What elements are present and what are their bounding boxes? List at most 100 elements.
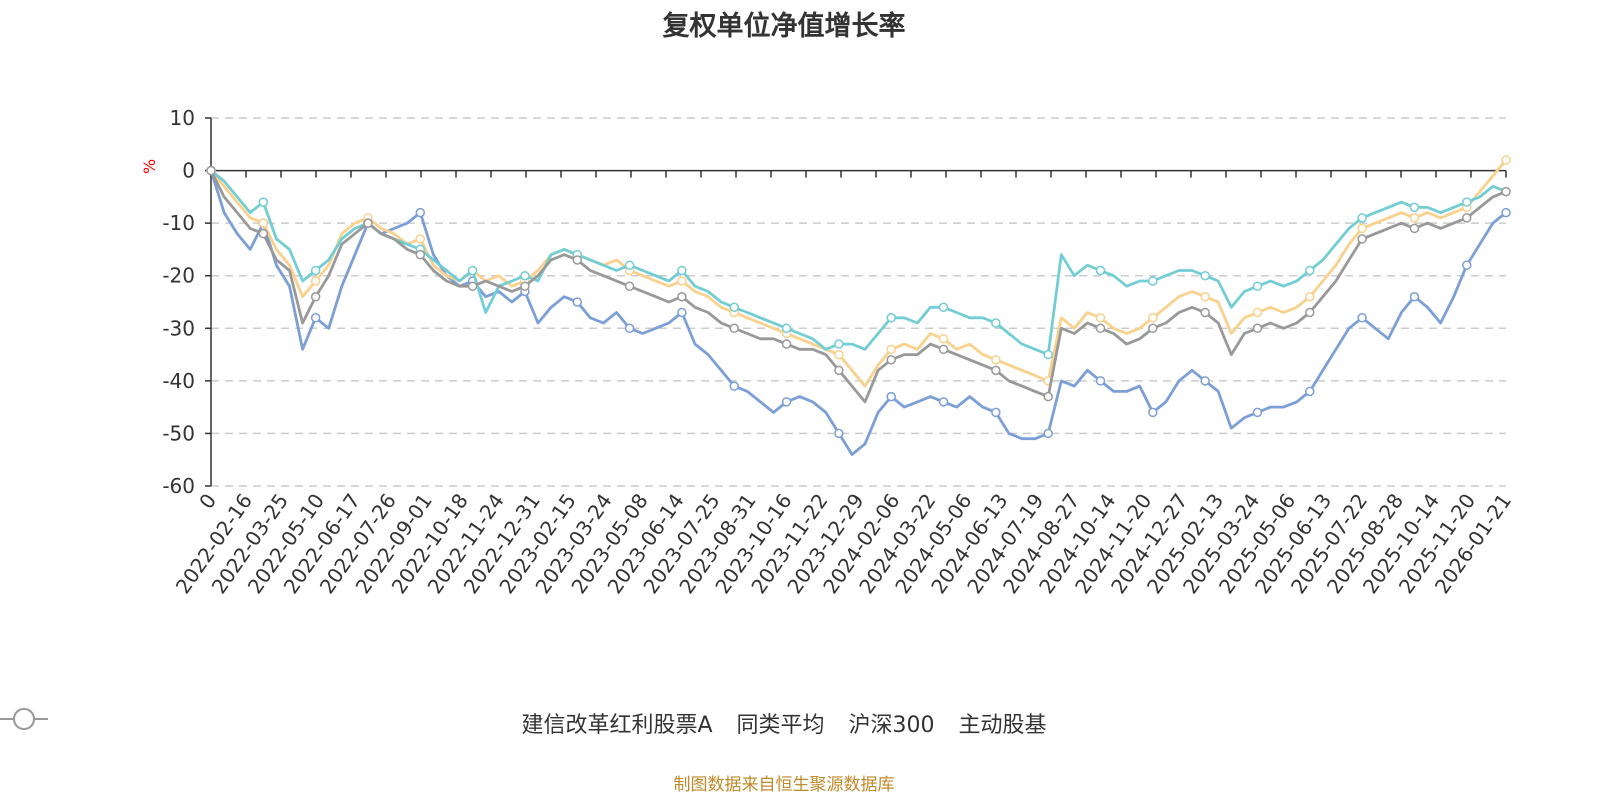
series-point (415, 249, 426, 260)
legend-swatch-icon (0, 708, 48, 730)
series-point (467, 281, 478, 291)
series-point (677, 307, 687, 318)
series-point (520, 270, 530, 281)
legend-label: 同类平均 (736, 713, 825, 738)
series-point (520, 281, 530, 291)
series-point (1148, 276, 1158, 286)
series-point (886, 313, 896, 323)
legend-item[interactable]: 建信改革红利股票A (0, 707, 713, 739)
series-point (938, 397, 949, 407)
series-point (1462, 260, 1472, 270)
series-point (781, 397, 792, 407)
series-point (1501, 155, 1511, 165)
series-point (363, 218, 373, 228)
series-point (729, 323, 739, 334)
series-point (834, 349, 844, 360)
series-group (206, 155, 1511, 456)
series-point (258, 228, 269, 239)
series-point (1095, 265, 1106, 276)
series-point (310, 291, 321, 302)
legend-swatch-marker (13, 708, 35, 730)
series-point (677, 276, 687, 286)
series-point (572, 255, 583, 265)
series-line-1 (209, 170, 1507, 456)
series-point (1409, 291, 1420, 302)
series-point (1095, 323, 1106, 334)
legend-item[interactable]: 主动股基 (0, 707, 1047, 739)
series-point (1357, 213, 1367, 223)
legend-label: 建信改革红利股票A (521, 713, 713, 738)
series-point (1305, 386, 1315, 397)
series-point (1043, 349, 1053, 360)
series-point (1462, 197, 1472, 207)
series-point (991, 365, 1001, 376)
legend: 建信改革红利股票A 同类平均 沪深300 主动股基 (0, 707, 1568, 739)
series-point (258, 218, 269, 228)
series-point (991, 355, 1001, 365)
legend-item[interactable]: 沪深300 (0, 707, 935, 739)
series-point (1148, 313, 1158, 323)
series-point (1501, 186, 1511, 197)
series-point (1252, 323, 1263, 334)
series-point (677, 291, 687, 302)
series-point (938, 302, 949, 313)
series-line-4 (209, 169, 1507, 404)
series-point (1409, 213, 1420, 223)
y-axis: 10 0 -10 -20 -30 -40 -50 -60% (140, 106, 1506, 498)
series-point (834, 339, 844, 349)
series-point (938, 334, 949, 344)
series-point (1409, 223, 1420, 234)
series-point (1357, 234, 1367, 244)
series-point (624, 281, 635, 291)
series-point (886, 391, 896, 402)
series-point (1200, 376, 1210, 386)
series-point (729, 381, 739, 391)
y-tick-label: -40 (162, 369, 195, 393)
series-point (1501, 207, 1511, 218)
x-tick-label: 0 (194, 489, 221, 513)
series-point (1305, 265, 1315, 276)
series-point (938, 344, 949, 355)
series-line-3 (210, 169, 1507, 356)
y-unit-label: % (140, 159, 159, 174)
series-point (624, 323, 635, 334)
legend-label: 沪深300 (848, 713, 935, 738)
y-tick-label: -60 (162, 474, 195, 498)
series-point (572, 297, 583, 307)
series-point (624, 260, 635, 270)
series-point (1043, 391, 1053, 402)
series-point (258, 197, 269, 207)
series-point (886, 355, 896, 365)
y-tick-label: 10 (170, 106, 195, 130)
series-point (467, 265, 478, 276)
y-tick-label: -10 (162, 211, 195, 235)
series-point (1305, 307, 1315, 318)
series-point (991, 407, 1001, 418)
series-point (781, 323, 792, 334)
series-point (1148, 323, 1158, 334)
series-point (781, 339, 792, 349)
series-point (1148, 407, 1158, 418)
legend-item[interactable]: 同类平均 (0, 707, 825, 739)
series-point (206, 165, 216, 176)
series-point (1357, 223, 1367, 234)
series-point (1305, 291, 1315, 302)
series-point (1252, 407, 1263, 418)
series-point (1200, 270, 1210, 281)
y-tick-label: -50 (162, 421, 195, 445)
series-point (1462, 213, 1472, 223)
series-point (1043, 428, 1053, 439)
series-point (1095, 376, 1106, 386)
series-point (1095, 313, 1106, 323)
y-tick-label: -30 (162, 316, 195, 340)
series-point (310, 276, 321, 286)
series-point (1409, 202, 1420, 213)
series-point (1252, 307, 1263, 318)
series-point (1252, 281, 1263, 291)
series-point (886, 344, 896, 355)
series-point (677, 265, 687, 276)
series-point (415, 207, 426, 218)
y-tick-label: 0 (182, 159, 195, 183)
